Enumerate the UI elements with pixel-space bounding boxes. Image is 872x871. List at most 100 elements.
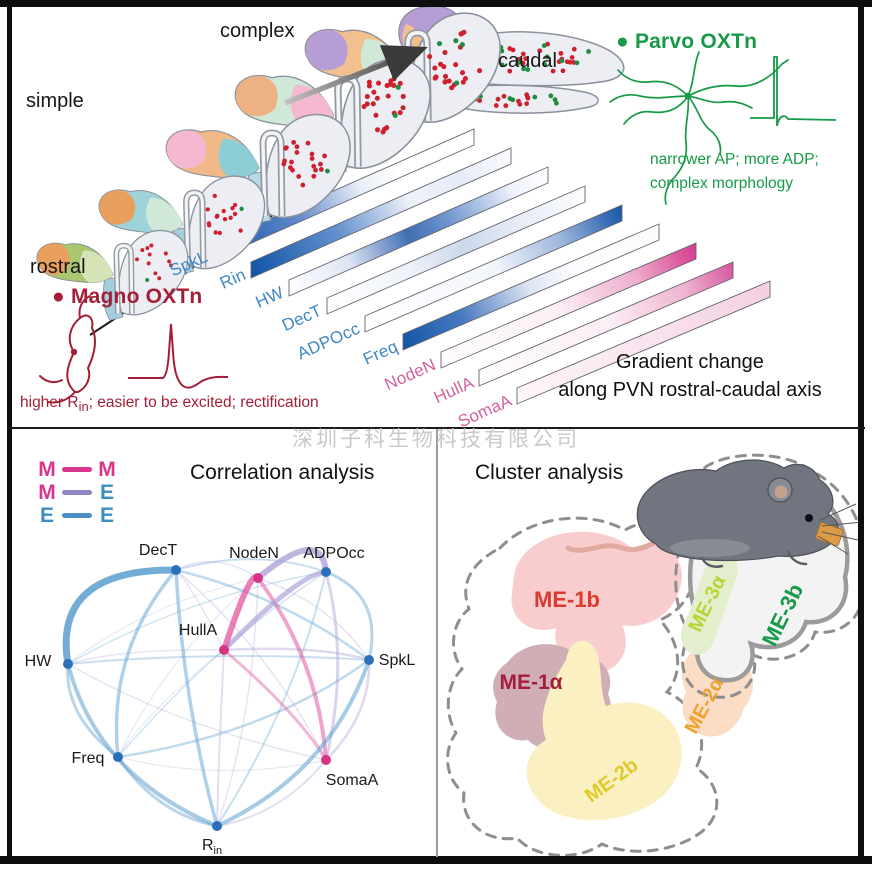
magno-cell-dot bbox=[550, 68, 556, 74]
edge-HullA-Freq bbox=[117, 649, 225, 758]
edge-DecT-HW bbox=[62, 566, 180, 668]
magno-cell-dot bbox=[322, 153, 327, 159]
edge-DecT-Freq bbox=[114, 568, 178, 759]
pvn-section-5 bbox=[305, 13, 500, 129]
magno-cell-dot bbox=[525, 94, 530, 100]
parvo-cell-dot bbox=[459, 42, 465, 48]
magno-cell-dot bbox=[212, 193, 217, 199]
magno-cell-dot bbox=[458, 31, 464, 37]
complexity-arrow bbox=[283, 45, 428, 106]
parvo-cell-dot bbox=[542, 62, 548, 67]
magno-cell-dot bbox=[366, 79, 372, 85]
parvo-cell-dot bbox=[436, 41, 443, 47]
edge-ADPOcc-Rin bbox=[216, 571, 327, 827]
parvo-cell-dot bbox=[559, 58, 565, 64]
mouse-ear-inner bbox=[774, 485, 788, 499]
magno-cell-dot bbox=[477, 98, 483, 104]
edge-HW-Rin bbox=[66, 662, 219, 828]
magno-cell-dot bbox=[569, 55, 575, 60]
magno-cell-dot bbox=[520, 60, 526, 66]
edge-NodeN-Rin bbox=[216, 577, 259, 827]
magno-cell-dot bbox=[442, 50, 448, 56]
magno-cell-dot bbox=[453, 62, 459, 68]
cluster-label-2: ME-1α bbox=[499, 671, 563, 694]
magno-cell-dot bbox=[507, 68, 513, 74]
node-SpkL bbox=[364, 655, 374, 665]
magno-cell-dot bbox=[560, 68, 566, 74]
magno-cell-dot bbox=[443, 73, 449, 79]
edge-SpkL-Rin bbox=[215, 658, 371, 828]
magno-cell-dot bbox=[510, 47, 516, 53]
magno-cell-dot bbox=[157, 276, 162, 281]
magno-cell-dot bbox=[282, 158, 287, 164]
node-label-SomaA: SomaA bbox=[325, 772, 379, 789]
complex-label: complex bbox=[220, 20, 295, 42]
parvo-bullet-icon: ● bbox=[616, 30, 629, 53]
magno-cell-dot bbox=[318, 167, 324, 172]
magno-cell-dot bbox=[503, 103, 509, 109]
magno-cell-dot bbox=[289, 159, 294, 165]
magno-cell-dot bbox=[524, 101, 530, 107]
magno-cell-dot bbox=[442, 79, 448, 85]
mouse-front-leg bbox=[786, 550, 808, 566]
node-Rin bbox=[212, 821, 222, 831]
node-ADPOcc bbox=[321, 567, 331, 577]
edge-HullA-DecT bbox=[175, 569, 225, 651]
pvn-section-2 bbox=[99, 176, 264, 275]
magno-cell-dot bbox=[294, 144, 300, 150]
parvo-cell-dot bbox=[454, 80, 460, 86]
magno-cell-dot bbox=[169, 263, 173, 268]
magno-cell-dot bbox=[517, 101, 523, 107]
magno-cell-dot bbox=[205, 207, 210, 212]
magno-cell-dot bbox=[146, 261, 151, 266]
magno-cell-dot bbox=[149, 243, 154, 248]
magno-cell-dot bbox=[207, 223, 212, 228]
magno-cell-dot bbox=[232, 202, 238, 208]
magno-cell-dot bbox=[311, 163, 317, 169]
magno-cell-dot bbox=[163, 251, 168, 256]
magno-cell-dot bbox=[493, 103, 499, 108]
edge-NodeN-SomaA bbox=[256, 576, 328, 762]
edge-HullA-SpkL bbox=[222, 647, 371, 662]
magno-cell-dot bbox=[167, 259, 172, 264]
gradient-bar-DecT bbox=[326, 185, 586, 315]
correlation-title: Correlation analysis bbox=[190, 461, 375, 484]
parvo-cell-dot bbox=[574, 60, 580, 66]
parvo-cell-dot bbox=[516, 60, 521, 66]
magno-cell-dot bbox=[318, 161, 323, 167]
magno-cell-dot bbox=[221, 208, 226, 214]
magno-cell-dot bbox=[571, 46, 577, 52]
panel-divider-horizontal bbox=[7, 427, 865, 429]
node-label-ADPOcc: ADPOcc bbox=[303, 545, 365, 562]
magno-cell-dot bbox=[309, 151, 315, 157]
parvo-cell-dot bbox=[586, 49, 591, 54]
parvo-cell-dot bbox=[521, 66, 526, 72]
magno-cell-dot bbox=[232, 211, 238, 217]
gradient-bar-HW bbox=[288, 166, 549, 297]
edge-DecT-Rin bbox=[174, 568, 219, 828]
parvo-cell-dot bbox=[325, 168, 330, 174]
gradient-bar-HullA bbox=[478, 261, 734, 387]
parvo-cell-dot bbox=[541, 43, 547, 49]
mouse-eye bbox=[805, 514, 813, 522]
node-label-NodeN: NodeN bbox=[229, 545, 279, 562]
edge-SomaA-SpkL bbox=[324, 658, 371, 762]
node-SomaA bbox=[321, 755, 331, 765]
edge-HullA-Rin bbox=[216, 649, 225, 827]
magno-cell-dot bbox=[228, 215, 233, 220]
edge-HullA-ADPOcc bbox=[221, 569, 329, 653]
frame-right bbox=[858, 7, 864, 856]
magno-cell-dot bbox=[374, 127, 381, 133]
magno-cell-dot bbox=[366, 83, 372, 89]
magno-cell-dot bbox=[217, 230, 222, 236]
gradient-bar-SomaA bbox=[516, 280, 771, 405]
parvo-cell-dot bbox=[544, 54, 550, 60]
magno-cell-dot bbox=[523, 56, 529, 62]
simple-label: simple bbox=[26, 90, 84, 112]
magno-cell-dot bbox=[291, 139, 297, 145]
